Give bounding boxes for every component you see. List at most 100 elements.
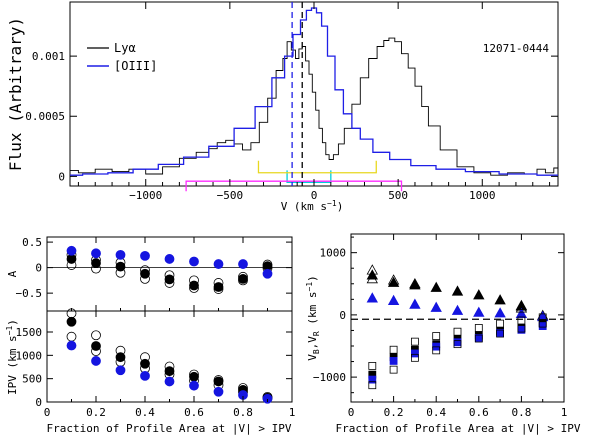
x-tick-label: 0: [44, 406, 51, 419]
blue-filled-triangle-point: [409, 298, 421, 309]
blue-filled-point: [262, 268, 273, 279]
spectrum-y-axis: 0 0.0005 0.001: [25, 50, 558, 183]
open-square-1-point: [474, 324, 483, 332]
y-tick-label: 0: [35, 262, 42, 275]
open-square-2-point: [517, 324, 526, 333]
lya-series-line: [70, 37, 558, 176]
open-1-point: [91, 330, 101, 341]
y-tick-label: 0: [339, 309, 346, 322]
x-tick-label: 0.8: [511, 406, 531, 419]
blue-filled-square-point: [389, 357, 398, 365]
blue-filled-point: [189, 380, 199, 391]
spectrum-lines: [70, 7, 558, 176]
x-tick-label: 1: [289, 406, 296, 419]
y-tick-label: −0.5: [16, 287, 43, 300]
asymmetry-content: −0.5 0 0.5: [16, 236, 293, 311]
asymmetry-y-label: A: [6, 270, 19, 277]
blue-filled-point: [66, 340, 77, 351]
velocity-frame: [350, 233, 565, 403]
open-triangle-point: [409, 277, 421, 289]
black-filled-point: [66, 316, 77, 327]
legend: Lyα [OIII]: [87, 41, 157, 73]
velocity-brackets: [185, 160, 403, 192]
x-tick-label: 0.4: [426, 406, 446, 419]
blue-filled-square-point: [368, 375, 377, 384]
black-filled-point: [189, 280, 199, 291]
x-tick-label: 0: [311, 189, 318, 202]
blue-filled-point: [140, 250, 150, 261]
open-square-2-point: [410, 353, 419, 362]
blue-filled-point: [213, 386, 224, 397]
ipv-content: 0 500 1000 1500 0 0.2 0.4 0.6 0.8 1: [16, 308, 296, 419]
x-tick-label: 0.8: [233, 406, 253, 419]
black-filled-triangle-point: [494, 294, 506, 305]
x-tick-label: 1: [561, 406, 568, 419]
spectrum-panel: −1000 −500 0 500 1000 0 0.0005 0.001 Lyα [OIII…: [6, 1, 559, 213]
open-square-2-point: [453, 340, 462, 349]
y-tick-label: 0.001: [32, 50, 65, 63]
open-square-1-point: [368, 362, 377, 370]
blue-filled-triangle-point: [473, 306, 485, 317]
y-tick-label: 0: [35, 396, 42, 409]
open-triangle-point: [387, 274, 400, 285]
black-filled-point: [140, 358, 150, 369]
blue-filled-point: [164, 376, 175, 387]
open-square-1-point: [432, 332, 441, 340]
blue-filled-point: [115, 365, 126, 376]
oiii-series-line: [70, 7, 558, 176]
blue-filled-triangle-point: [387, 294, 400, 305]
y-tick-label: 1000: [16, 349, 43, 362]
blue-filled-point: [91, 356, 101, 366]
black-filled-point: [91, 258, 101, 268]
spectrum-frame: [69, 1, 559, 187]
black-filled-triangle-point: [409, 279, 421, 290]
black-filled-point: [189, 371, 199, 382]
y-tick-label: −1000: [313, 371, 346, 384]
y-tick-label: 0.0005: [25, 110, 65, 123]
black-filled-point: [115, 352, 126, 363]
x-tick-label: 0.6: [184, 406, 204, 419]
x-tick-label: 0: [348, 406, 355, 419]
spectrum-y-label: Flux (Arbitrary): [6, 17, 25, 171]
velocity-content: −1000 0 1000 0 0.2 0.4 0.6 0.8 1: [313, 234, 567, 419]
x-tick-label: 0.2: [86, 406, 106, 419]
spectrum-x-label: V (km s−1): [281, 199, 344, 213]
blue-filled-triangle-point: [451, 304, 464, 315]
object-label: 12071-0444: [483, 42, 550, 55]
asymmetry-panel: −0.5 0 0.5 A: [6, 236, 293, 312]
black-filled-point: [91, 341, 101, 351]
velocity-markers: [291, 2, 303, 186]
open-square-1-point: [410, 337, 419, 346]
legend-label-lya: Lyα: [114, 41, 136, 55]
open-square-2-point: [432, 346, 441, 355]
ipv-x-label: Fraction of Profile Area at |V| > IPV: [46, 422, 291, 435]
blue-filled-triangle-point: [494, 307, 506, 318]
asymmetry-frame: [46, 236, 293, 312]
blue-filled-point: [115, 249, 126, 260]
black-filled-triangle-point: [451, 285, 464, 296]
blue-filled-point: [213, 259, 224, 269]
black-filled-point: [140, 268, 150, 279]
blue-filled-square-point: [538, 322, 547, 330]
open-square-1-point: [496, 319, 505, 328]
velocity-x-label: Fraction of Profile Area at |V| > IPV: [335, 422, 580, 435]
y-tick-label: 0: [58, 170, 65, 183]
blue-filled-point: [164, 254, 175, 264]
y-tick-label: 500: [22, 373, 42, 386]
open-2-point: [66, 331, 77, 342]
black-filled-point: [164, 274, 175, 285]
blue-filled-point: [262, 393, 273, 404]
open-square-1-point: [453, 327, 462, 336]
open-triangle-point: [515, 299, 528, 310]
y-tick-label: 1500: [16, 326, 43, 339]
open-square-2-point: [389, 365, 398, 374]
y-tick-label: 1000: [320, 247, 347, 260]
legend-label-oiii: [OIII]: [114, 59, 157, 73]
blue-filled-triangle-point: [366, 292, 378, 303]
open-square-2-point: [368, 381, 377, 390]
x-tick-label: 1000: [469, 189, 496, 202]
cyan-bracket: [286, 170, 332, 184]
blue-filled-square-point: [496, 329, 505, 337]
open-square-1-point: [517, 316, 526, 325]
